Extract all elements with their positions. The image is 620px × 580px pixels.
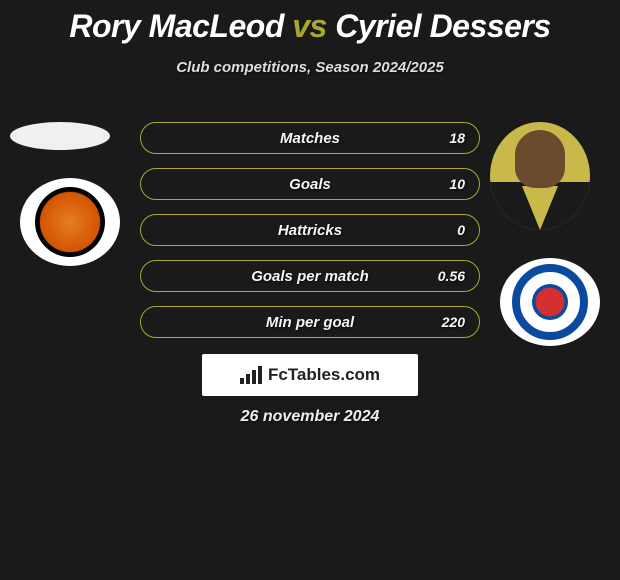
bars-icon [240,366,264,384]
stat-row: Min per goal220 [140,306,480,338]
player2-club-emblem [500,258,600,346]
stat-value-right: 18 [449,123,465,153]
stat-label: Hattricks [141,215,479,245]
stats-container: Matches18 Goals10 Hattricks0 Goals per matc… [140,122,480,352]
player1-avatar [10,122,110,150]
avatar-head [515,130,565,188]
stat-row: Hattricks0 [140,214,480,246]
stat-label: Matches [141,123,479,153]
brand-box: FcTables.com [202,354,418,396]
stat-label: Goals [141,169,479,199]
subtitle: Club competitions, Season 2024/2025 [0,59,620,76]
emblem-ring [512,264,588,340]
vs-text: vs [292,8,327,44]
emblem-graphic [35,187,105,257]
stat-value-right: 0.56 [438,261,465,291]
stat-value-right: 10 [449,169,465,199]
stat-value-right: 0 [457,215,465,245]
stat-label: Min per goal [141,307,479,337]
date-text: 26 november 2024 [0,408,620,426]
stat-row: Goals10 [140,168,480,200]
stat-label: Goals per match [141,261,479,291]
player1-name: Rory MacLeod [69,8,283,44]
emblem-center [532,284,568,320]
player2-name: Cyriel Dessers [335,8,550,44]
player1-club-emblem [20,178,120,266]
page-title: Rory MacLeod vs Cyriel Dessers [0,0,620,45]
brand-text: FcTables.com [268,365,380,385]
player2-avatar [490,122,590,230]
stat-value-right: 220 [442,307,465,337]
stat-row: Goals per match0.56 [140,260,480,292]
stat-row: Matches18 [140,122,480,154]
